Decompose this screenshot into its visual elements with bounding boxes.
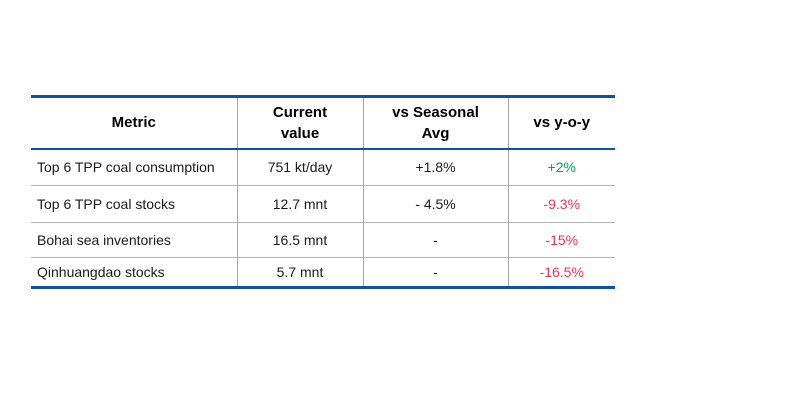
table-row: Qinhuangdao stocks 5.7 mnt - -16.5% bbox=[31, 257, 615, 288]
table-row: Top 6 TPP coal consumption 751 kt/day +1… bbox=[31, 148, 615, 186]
column-header-vs-yoy: vs y-o-y bbox=[508, 96, 615, 150]
vs-yoy-cell: -15% bbox=[508, 222, 615, 258]
current-value-cell: 5.7 mnt bbox=[237, 257, 364, 288]
vs-yoy-cell: +2% bbox=[547, 159, 576, 176]
vs-yoy-cell: -9.3% bbox=[508, 185, 615, 223]
metric-cell: Bohai sea inventories bbox=[31, 222, 238, 258]
current-value-cell: 12.7 mnt bbox=[237, 185, 364, 223]
vs-seasonal-avg-cell: - 4.5% bbox=[363, 185, 509, 223]
table-row: Bohai sea inventories 16.5 mnt - -15% bbox=[31, 222, 615, 258]
column-header-vs-seasonal-avg: vs Seasonal Avg bbox=[363, 96, 509, 150]
metric-cell: Top 6 TPP coal consumption bbox=[31, 148, 238, 186]
column-header-current-value: Current value bbox=[237, 96, 364, 150]
vs-seasonal-avg-cell: - bbox=[363, 222, 509, 258]
column-header-metric: Metric bbox=[31, 96, 238, 150]
vs-yoy-cell: -16.5% bbox=[508, 257, 615, 288]
header-row: Metric Current value vs Seasonal Avg vs … bbox=[31, 96, 615, 150]
vs-seasonal-avg-cell: +1.8% bbox=[363, 148, 509, 186]
metric-cell: Qinhuangdao stocks bbox=[31, 257, 238, 288]
coal-metrics-table: Metric Current value vs Seasonal Avg vs … bbox=[31, 95, 615, 289]
current-value-cell: 751 kt/day bbox=[237, 148, 364, 186]
vs-seasonal-avg-cell: - bbox=[363, 257, 509, 288]
table-row: Top 6 TPP coal stocks 12.7 mnt - 4.5% -9… bbox=[31, 185, 615, 223]
metric-cell: Top 6 TPP coal stocks bbox=[31, 185, 238, 223]
current-value-cell: 16.5 mnt bbox=[237, 222, 364, 258]
